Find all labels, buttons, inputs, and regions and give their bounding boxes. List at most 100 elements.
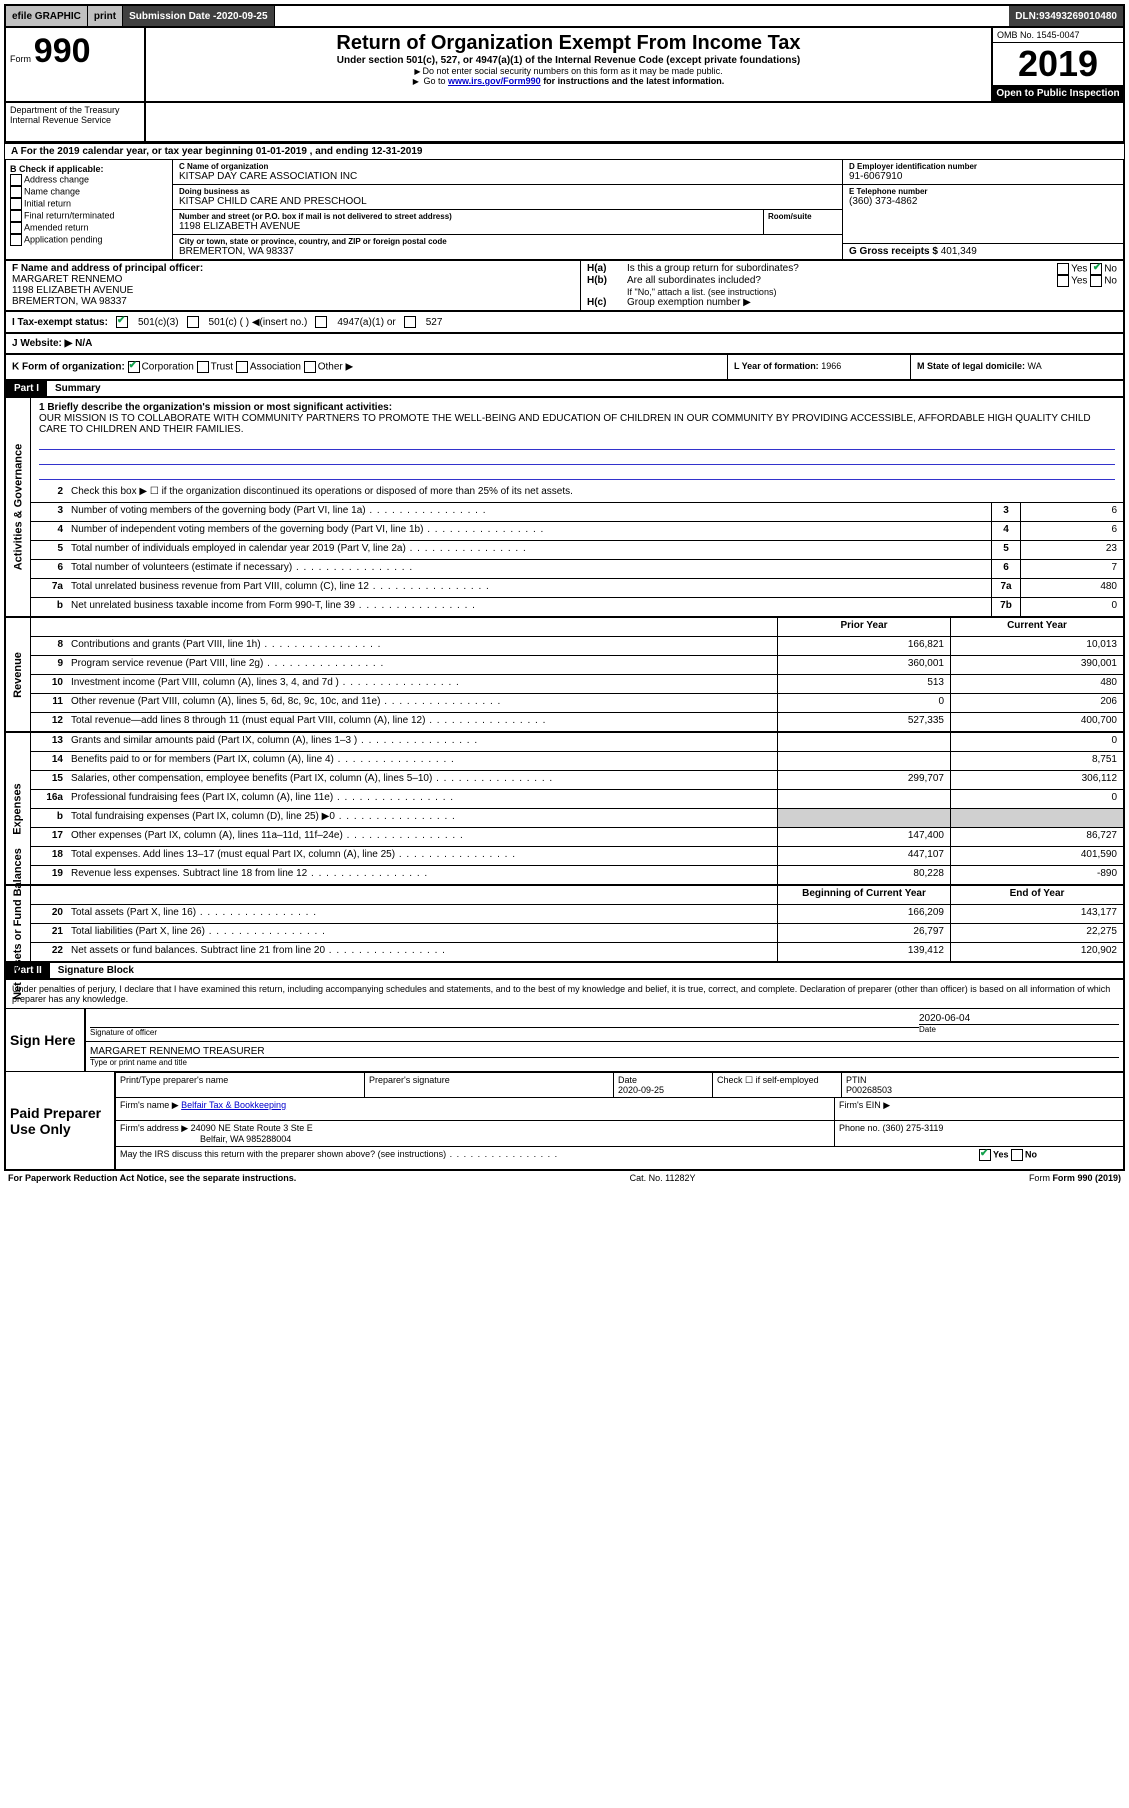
line-item: 20 Total assets (Part X, line 16) 166,20… [31,905,1123,924]
k-opt3: Association [250,362,301,373]
line-desc: Net unrelated business taxable income fr… [67,598,991,616]
current-year-val: 480 [950,675,1123,693]
print-button[interactable]: print [88,6,123,26]
addr-label: Firm's address ▶ [120,1123,188,1133]
line-item: 18 Total expenses. Add lines 13–17 (must… [31,847,1123,866]
checkbox-icon[interactable] [979,1149,991,1161]
checkbox-icon[interactable] [1090,275,1102,287]
checkbox-icon[interactable] [10,222,22,234]
addr-value: 1198 ELIZABETH AVENUE [179,221,757,232]
sig-name-block: MARGARET RENNEMO TREASURER Type or print… [90,1046,1119,1067]
opt-pending: Application pending [10,234,168,246]
checkbox-icon[interactable] [304,361,316,373]
mission-label: 1 Briefly describe the organization's mi… [39,402,1115,413]
checkbox-icon[interactable] [10,234,22,246]
checkbox-icon[interactable] [187,316,199,328]
governance-section: Activities & Governance 1 Briefly descri… [4,398,1125,618]
line-item: 11 Other revenue (Part VIII, column (A),… [31,694,1123,713]
netassets-section: Net Assets or Fund Balances Beginning of… [4,886,1125,963]
gross-receipts: G Gross receipts $ 401,349 [843,244,1123,259]
dept-row: Department of the Treasury Internal Reve… [4,103,1125,143]
subdate-label: Submission Date - [129,11,216,22]
date-label: Date [618,1075,708,1085]
line-item: 21 Total liabilities (Part X, line 26) 2… [31,924,1123,943]
firm-label: Firm's name ▶ [120,1100,179,1110]
line-num: 11 [31,694,67,712]
checkbox-icon[interactable] [1090,263,1102,275]
line-desc: Professional fundraising fees (Part IX, … [67,790,777,808]
side-revenue: Revenue [6,618,31,731]
spacer [275,6,1010,26]
line-num: 3 [31,503,67,521]
firm-phone: Phone no. (360) 275-3119 [835,1121,1123,1146]
checkbox-icon[interactable] [1057,275,1069,287]
line-item: 8 Contributions and grants (Part VIII, l… [31,637,1123,656]
checkbox-icon[interactable] [128,361,140,373]
footer-right: Form Form 990 (2019) [1029,1173,1121,1183]
prior-year-val: 360,001 [777,656,950,674]
box-h: H(a) Is this a group return for subordin… [581,261,1123,310]
checkbox-icon[interactable] [116,316,128,328]
sig-line-1: Signature of officer 2020-06-04 Date [86,1009,1123,1042]
ein-value: 91-6067910 [849,171,1117,182]
form990-link[interactable]: www.irs.gov/Form990 [448,76,541,86]
mini-val: 0 [1021,598,1123,616]
instr-1: Do not enter social security numbers on … [156,66,981,76]
line-desc: Contributions and grants (Part VIII, lin… [67,637,777,655]
line-item: b Total fundraising expenses (Part IX, c… [31,809,1123,828]
checkbox-icon[interactable] [404,316,416,328]
line-num: 15 [31,771,67,789]
line-item: 17 Other expenses (Part IX, column (A), … [31,828,1123,847]
current-year-header: Current Year [950,618,1123,636]
checkbox-icon[interactable] [315,316,327,328]
m-label: M State of legal domicile: [917,361,1028,371]
line-desc: Net assets or fund balances. Subtract li… [67,943,777,961]
line-num: b [31,809,67,827]
efile-button[interactable]: efile GRAPHIC [6,6,88,26]
revenue-section: Revenue Prior Year Current Year 8 Contri… [4,618,1125,733]
prior-year-val: 166,209 [777,905,950,923]
checkbox-icon[interactable] [10,198,22,210]
line-desc: Check this box ▶ ☐ if the organization d… [67,484,1123,502]
addr1: 24090 NE State Route 3 Ste E [191,1123,313,1133]
checkbox-icon[interactable] [1057,263,1069,275]
line-item: 9 Program service revenue (Part VIII, li… [31,656,1123,675]
side-label-text: Expenses [12,783,24,834]
ha-text: Is this a group return for subordinates? [627,263,1017,275]
mini-val: 7 [1021,560,1123,578]
firm-link[interactable]: Belfair Tax & Bookkeeping [181,1100,286,1110]
form-number-box: Form 990 [6,28,146,101]
sig-intro: Under penalties of perjury, I declare th… [6,980,1123,1008]
line-num: 9 [31,656,67,674]
checkbox-icon[interactable] [10,210,22,222]
open-inspection: Open to Public Inspection [993,86,1123,101]
tax-status-row: I Tax-exempt status: 501(c)(3) 501(c) ( … [4,312,1125,334]
checkbox-icon[interactable] [10,186,22,198]
checkbox-icon[interactable] [10,174,22,186]
box-b: B Check if applicable: Address change Na… [6,160,173,259]
name-label: Type or print name and title [90,1057,1119,1067]
room-field: Room/suite [764,210,842,234]
line-desc: Grants and similar amounts paid (Part IX… [67,733,777,751]
mission-text: OUR MISSION IS TO COLLABORATE WITH COMMU… [39,413,1115,435]
line-desc: Total unrelated business revenue from Pa… [67,579,991,597]
checkbox-icon[interactable] [197,361,209,373]
prep-date: Date 2020-09-25 [614,1073,713,1097]
firm-addr: Firm's address ▶ 24090 NE State Route 3 … [116,1121,835,1146]
blank [67,886,777,904]
ptin-value: P00268503 [846,1085,1119,1095]
current-year-val: 390,001 [950,656,1123,674]
k-form-org: K Form of organization: Corporation Trus… [6,355,728,379]
city-label: City or town, state or province, country… [179,237,836,246]
k-opt2: Trust [211,362,233,373]
firm-name: Firm's name ▶ Belfair Tax & Bookkeeping [116,1098,835,1120]
checkbox-icon[interactable] [236,361,248,373]
line-item: 12 Total revenue—add lines 8 through 11 … [31,713,1123,731]
subtitle: Under section 501(c), 527, or 4947(a)(1)… [156,55,981,66]
ha-row: H(a) Is this a group return for subordin… [587,263,1117,275]
sign-here-row: Sign Here Signature of officer 2020-06-0… [6,1008,1123,1071]
line-item: 15 Salaries, other compensation, employe… [31,771,1123,790]
gross-value: 401,349 [941,246,977,257]
checkbox-icon[interactable] [1011,1149,1023,1161]
line-num: 17 [31,828,67,846]
